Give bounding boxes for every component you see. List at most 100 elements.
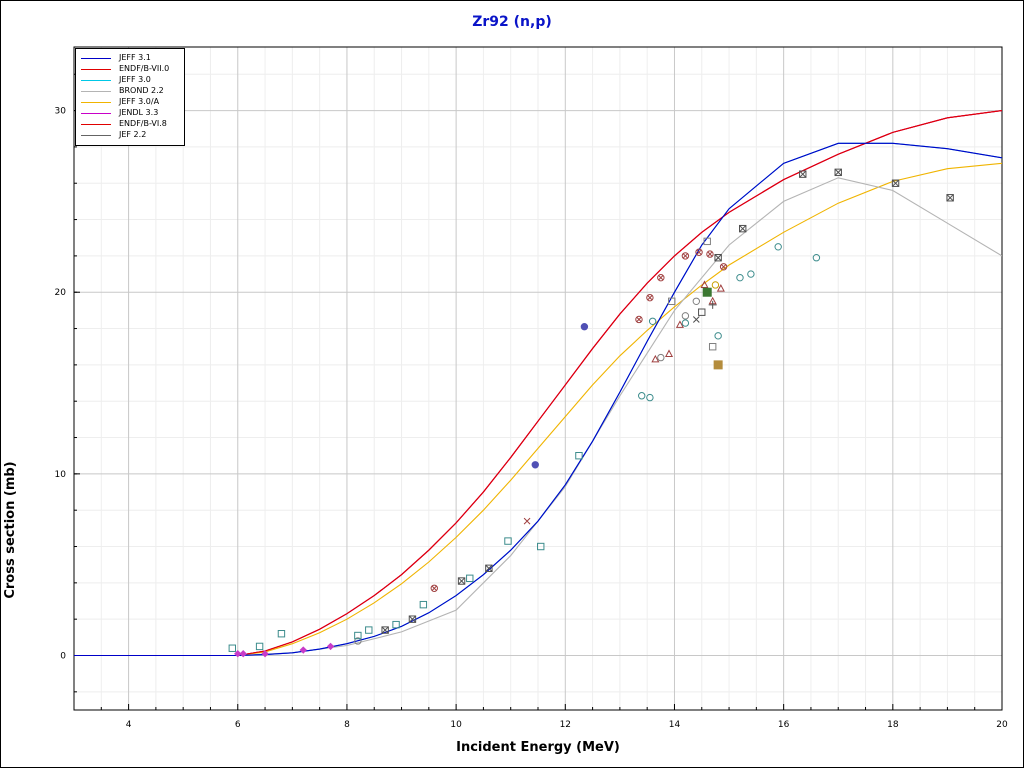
- data-point-xsquare: [485, 564, 493, 573]
- data-point-square: [537, 542, 545, 551]
- data-point-square: [466, 574, 474, 583]
- series-line-jeff-3-1: [74, 142, 1002, 657]
- legend-label: BROND 2.2: [119, 86, 164, 95]
- data-point-square: [277, 630, 286, 638]
- data-point-x: [523, 517, 531, 525]
- x-tick-label: 8: [344, 720, 350, 730]
- data-point-triangle: [651, 354, 660, 363]
- data-point-diamond: [239, 649, 247, 658]
- legend-item: JEF 2.2: [79, 130, 183, 140]
- data-point-xsquare: [799, 170, 807, 178]
- data-point-dot: [580, 323, 589, 331]
- legend-item: JEFF 3.0: [79, 75, 183, 85]
- legend-item: ENDF/B-VII.0: [79, 64, 183, 74]
- legend-swatch: [81, 58, 111, 59]
- legend-label: JEFF 3.1: [119, 53, 151, 62]
- legend: JEFF 3.1 ENDF/B-VII.0 JEFF 3.0 BROND 2.2 JEF…: [75, 48, 185, 146]
- data-point-diamond: [261, 649, 269, 658]
- data-point-circle: [714, 332, 722, 340]
- data-point-triangle: [664, 349, 674, 357]
- data-point-xsquare: [408, 615, 417, 623]
- legend-swatch: [81, 135, 111, 136]
- data-point-triangle: [700, 280, 709, 288]
- data-point-circle: [681, 312, 690, 320]
- legend-label: ENDF/B-VI.8: [119, 119, 167, 128]
- data-point-square: [228, 644, 237, 652]
- x-tick-label: 20: [996, 720, 1008, 730]
- y-axis-label: Cross section (mb): [3, 461, 18, 599]
- data-point-triangle: [716, 284, 725, 292]
- data-point-square: [365, 626, 373, 634]
- legend-item: ENDF/B-VI.8: [79, 119, 183, 129]
- chart-title: Zr92 (n,p): [472, 14, 552, 30]
- y-tick-label: 0: [60, 652, 66, 662]
- data-point-triangle: [675, 320, 684, 328]
- data-point-square: [575, 451, 583, 460]
- x-tick-label: 16: [778, 720, 790, 730]
- legend-label: JEFF 3.0: [119, 75, 151, 84]
- data-point-square: [668, 297, 676, 306]
- data-point-circle: [711, 281, 720, 289]
- data-point-dot: [531, 461, 539, 469]
- legend-item: JENDL 3.3: [79, 108, 183, 118]
- legend-swatch: [81, 113, 111, 114]
- legend-item: BROND 2.2: [79, 86, 183, 96]
- x-tick-label: 10: [450, 720, 462, 730]
- series-line-jeff-3-0-a: [74, 162, 1002, 657]
- data-point-square: [255, 642, 264, 651]
- data-point-xcircle: [681, 252, 690, 260]
- data-point-circle: [646, 393, 654, 402]
- data-point-circle: [681, 319, 690, 327]
- data-point-circle: [812, 254, 821, 262]
- data-point-square: [504, 537, 512, 545]
- data-point-xcircle: [646, 293, 654, 302]
- data-point-xsquare: [457, 577, 466, 585]
- data-point-circle: [648, 317, 657, 325]
- x-tick-label: 12: [560, 720, 571, 730]
- legend-label: JENDL 3.3: [119, 108, 159, 117]
- data-point-bigsquare: [713, 360, 723, 370]
- legend-label: JEFF 3.0/A: [119, 97, 160, 106]
- data-point-xcircle: [657, 273, 665, 282]
- x-tick-label: 4: [126, 720, 132, 730]
- data-point-diamond: [234, 649, 242, 658]
- x-axis-label: Incident Energy (MeV): [456, 740, 620, 755]
- x-tick-label: 14: [669, 720, 681, 730]
- y-tick-label: 20: [55, 288, 67, 298]
- y-tick-label: 10: [55, 470, 67, 480]
- data-point-xcircle: [635, 315, 643, 324]
- data-point-xcircle: [706, 250, 714, 258]
- legend-swatch: [81, 80, 111, 81]
- data-point-bigsquare: [702, 287, 712, 297]
- legend-swatch: [81, 91, 111, 92]
- data-point-circle: [747, 270, 755, 278]
- data-point-square: [392, 620, 400, 629]
- data-point-xcircle: [430, 584, 438, 592]
- data-point-xsquare: [891, 179, 900, 187]
- data-point-square: [703, 237, 711, 246]
- y-tick-label: 30: [55, 107, 67, 117]
- data-point-xcircle: [695, 248, 703, 256]
- legend-label: JEF 2.2: [119, 130, 147, 139]
- data-point-circle: [638, 392, 646, 400]
- x-tick-label: 18: [887, 720, 899, 730]
- data-point-circle: [692, 297, 701, 306]
- series-line-endf-b-vii-0: [74, 110, 1002, 657]
- legend-swatch: [81, 102, 111, 103]
- x-tick-label: 6: [235, 720, 241, 730]
- data-point-xsquare: [714, 254, 722, 262]
- data-point-circle: [774, 243, 782, 251]
- data-point-circle: [657, 353, 665, 362]
- data-point-circle: [736, 273, 744, 282]
- legend-item: JEFF 3.0/A: [79, 97, 183, 107]
- data-point-xsquare: [739, 224, 747, 233]
- data-point-square: [419, 600, 428, 609]
- data-point-xsquare: [946, 194, 954, 202]
- data-point-plus: [708, 300, 717, 309]
- data-point-square: [354, 631, 362, 640]
- legend-label: ENDF/B-VII.0: [119, 64, 170, 73]
- data-point-square: [698, 308, 706, 316]
- data-point-diamond: [299, 646, 307, 654]
- data-point-square: [708, 343, 717, 351]
- data-point-xsquare: [381, 626, 389, 634]
